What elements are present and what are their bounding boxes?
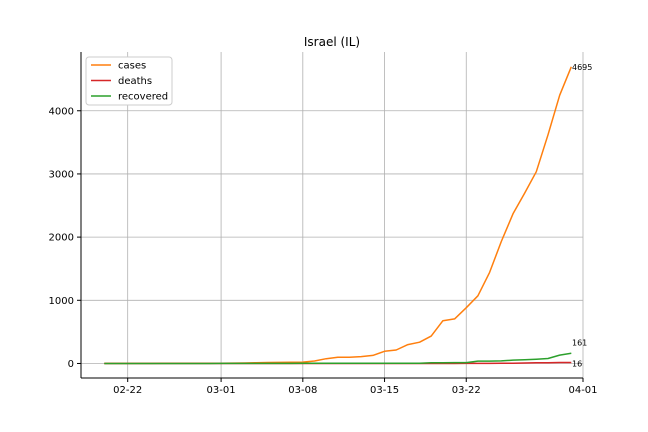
chart-title: Israel (IL): [304, 35, 360, 49]
ticks: 02-22 03-01 03-08 03-15 03-22 04-01 0 1000 2000 3…: [49, 106, 598, 396]
legend-box: [85, 56, 173, 106]
y-tick-label: 0: [68, 359, 74, 370]
x-tick-label: 02-22: [113, 385, 142, 396]
x-tick-label: 04-01: [568, 385, 597, 396]
y-tick-label: 1000: [49, 296, 74, 307]
legend-label-cases: cases: [118, 61, 146, 72]
axes: [80, 52, 583, 379]
end-label-recovered: 161: [572, 338, 587, 347]
x-tick-label: 03-15: [370, 385, 399, 396]
series-line-recovered: [104, 352, 572, 365]
x-tick-label: 03-01: [207, 385, 236, 396]
y-tick-label: 3000: [49, 169, 74, 180]
series-line-cases: [104, 66, 572, 365]
legend-label-recovered: recovered: [118, 92, 168, 103]
end-label-deaths: 16: [572, 359, 582, 368]
legend: cases deaths recovered: [85, 56, 173, 106]
y-tick-label: 2000: [49, 233, 74, 244]
end-label-cases: 4695: [572, 63, 592, 72]
y-tick-label: 4000: [49, 106, 74, 117]
x-tick-label: 03-08: [288, 385, 317, 396]
end-labels: 4695 16 161: [572, 63, 592, 369]
series-group: [104, 66, 572, 365]
x-tick-label: 03-22: [452, 385, 481, 396]
legend-label-deaths: deaths: [118, 76, 152, 87]
